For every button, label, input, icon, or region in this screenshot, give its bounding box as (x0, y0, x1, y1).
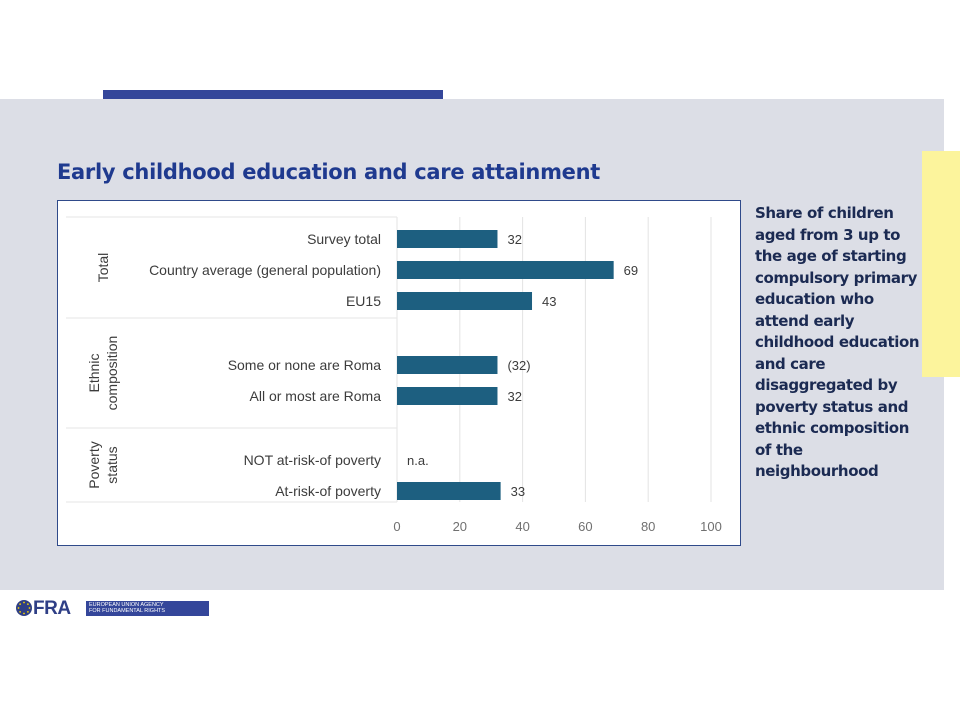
yellow-side-tab (922, 151, 960, 377)
bar (397, 261, 614, 279)
category-label: Some or none are Roma (228, 357, 382, 373)
group-label-wrap: Total (95, 253, 111, 283)
x-tick-label: 100 (700, 519, 722, 534)
group-label: Poverty (86, 441, 102, 488)
category-label: All or most are Roma (250, 388, 382, 404)
group-label-wrap: Poverty status (86, 441, 120, 488)
bar (397, 482, 501, 500)
value-label: 33 (511, 484, 525, 499)
category-label: Survey total (307, 231, 381, 247)
logo-wordmark: FRA (33, 598, 71, 619)
chart-container: 0 20 40 60 80 100 Total Ethnic composition Povert… (57, 200, 741, 546)
group-label: Total (95, 253, 111, 283)
logo-agency-band: EUROPEAN UNION AGENCY FOR FUNDAMENTAL RI… (86, 601, 209, 616)
value-label: (32) (507, 358, 530, 373)
category-label: NOT at-risk-of poverty (244, 452, 381, 468)
fra-logo: FRA EUROPEAN UNION AGENCY FOR FUNDAMENTA… (15, 598, 209, 619)
x-tick-label: 80 (641, 519, 655, 534)
slide-title: Early childhood education and care attai… (57, 160, 600, 184)
value-label: 32 (507, 232, 521, 247)
group-label: composition (104, 336, 120, 411)
value-label: 32 (507, 389, 521, 404)
x-tick-label: 20 (453, 519, 467, 534)
x-tick-label: 40 (515, 519, 529, 534)
bar (397, 356, 498, 374)
group-label: status (104, 446, 120, 483)
logo-line-2: FOR FUNDAMENTAL RIGHTS (89, 608, 166, 614)
value-label: n.a. (407, 453, 429, 468)
header-accent-bar (103, 90, 443, 99)
category-label: EU15 (346, 293, 381, 309)
value-label: 43 (542, 294, 556, 309)
value-label: 69 (624, 263, 638, 278)
x-tick-label: 0 (393, 519, 400, 534)
bar (397, 387, 498, 405)
group-label-wrap: Ethnic composition (86, 336, 120, 411)
fra-emblem-icon (16, 600, 32, 616)
logo-line-1: EUROPEAN UNION AGENCY (89, 602, 164, 608)
bar (397, 230, 498, 248)
category-label: Country average (general population) (149, 262, 381, 278)
bar (397, 292, 533, 310)
x-tick-label: 60 (578, 519, 592, 534)
chart-description: Share of children aged from 3 up to the … (755, 204, 920, 480)
bar-chart: 0 20 40 60 80 100 Total Ethnic composition Povert… (66, 216, 722, 534)
group-label: Ethnic (86, 354, 102, 393)
category-label: At-risk-of poverty (275, 483, 381, 499)
